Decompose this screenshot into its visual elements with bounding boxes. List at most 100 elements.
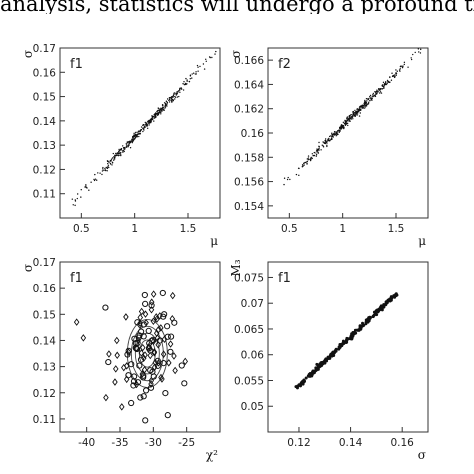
chart0-point bbox=[142, 127, 144, 129]
chart1-point bbox=[362, 107, 364, 109]
chart0-point bbox=[133, 138, 136, 140]
chart2-panel-label: f1 bbox=[70, 271, 83, 286]
chart1-point bbox=[378, 92, 381, 94]
chart0-point bbox=[119, 148, 122, 150]
chart2-ytick-label-1: 0.12 bbox=[33, 388, 56, 400]
chart1-ytick-label-5: 0.164 bbox=[234, 79, 264, 91]
chart3-point bbox=[312, 370, 316, 374]
chart2-point bbox=[160, 360, 167, 367]
chart0-point bbox=[122, 150, 124, 152]
chart1-point bbox=[334, 133, 336, 135]
chart1-point bbox=[347, 124, 349, 127]
chart3-ytick-label-5: 0.075 bbox=[234, 272, 264, 284]
chart0-point bbox=[144, 126, 147, 128]
chart0-points bbox=[71, 50, 217, 207]
chart2-ytick-label-2: 0.13 bbox=[33, 362, 56, 374]
chart1-point bbox=[379, 91, 382, 93]
chart2-point bbox=[150, 290, 157, 298]
chart2-point bbox=[114, 351, 120, 360]
chart2-point bbox=[167, 333, 175, 340]
chart1-point bbox=[381, 88, 383, 90]
caption-text: analysis, statistics will undergo a prof… bbox=[0, 0, 474, 14]
chart1-point bbox=[348, 114, 351, 117]
chart1-point bbox=[336, 134, 338, 136]
chart0-point bbox=[191, 77, 193, 79]
chart1-point bbox=[367, 98, 370, 100]
chart0-point bbox=[161, 104, 164, 106]
chart0-point bbox=[113, 159, 115, 161]
chart0-point bbox=[164, 105, 166, 108]
chart1-point bbox=[380, 88, 382, 90]
chart2-point bbox=[140, 393, 147, 400]
chart0-point bbox=[175, 92, 177, 94]
chart0-point bbox=[182, 89, 185, 91]
chart0-point bbox=[119, 152, 121, 154]
chart1-point bbox=[356, 114, 359, 116]
chart2-point bbox=[141, 291, 148, 299]
chart0-point bbox=[84, 186, 86, 188]
chart2-x-axis-label: χ² bbox=[206, 448, 218, 462]
chart0-point bbox=[123, 147, 125, 150]
chart2-point bbox=[181, 380, 188, 387]
chart0-point bbox=[161, 108, 164, 110]
chart1-point bbox=[392, 75, 394, 77]
chart3-point bbox=[365, 320, 369, 324]
chart0-point bbox=[155, 113, 158, 115]
chart3-point bbox=[371, 314, 375, 318]
chart2-frame bbox=[59, 261, 221, 433]
chart1-point bbox=[331, 135, 333, 137]
chart1-point bbox=[336, 132, 338, 135]
chart0-point bbox=[160, 113, 162, 115]
chart3-ytick-label-0: 0.05 bbox=[241, 401, 264, 413]
chart0-point bbox=[197, 70, 199, 72]
chart3-point bbox=[349, 336, 353, 340]
chart1-point bbox=[301, 164, 304, 166]
chart3-point bbox=[368, 315, 372, 319]
chart0-point bbox=[181, 88, 183, 90]
chart3-point bbox=[389, 295, 393, 299]
chart0-point bbox=[156, 110, 158, 113]
chart3-point bbox=[351, 334, 355, 338]
chart0-point bbox=[138, 135, 140, 138]
chart2-contour-1 bbox=[130, 325, 164, 382]
chart1-point bbox=[289, 178, 291, 181]
chart0-point bbox=[199, 65, 201, 68]
chart1-point bbox=[378, 88, 380, 90]
chart2-point bbox=[138, 328, 145, 335]
chart0-point bbox=[106, 160, 109, 163]
chart3-point bbox=[324, 358, 328, 362]
chart0-point bbox=[178, 95, 180, 98]
chart2-point bbox=[137, 356, 145, 363]
chart0-point bbox=[214, 53, 216, 55]
chart1-point bbox=[355, 113, 358, 115]
chart0-point bbox=[95, 179, 98, 181]
chart2-point bbox=[130, 382, 137, 389]
chart1-point bbox=[359, 112, 361, 114]
chart1-point bbox=[363, 102, 365, 105]
chart0-point bbox=[125, 144, 128, 146]
chart1-point bbox=[369, 100, 371, 102]
chart1-point bbox=[335, 131, 337, 133]
chart2-point bbox=[148, 376, 155, 385]
chart1-point bbox=[328, 140, 331, 142]
chart0-point bbox=[172, 95, 174, 98]
chart2-point bbox=[145, 327, 152, 334]
chart2-point bbox=[152, 358, 159, 367]
chart0-panel-label: f1 bbox=[70, 57, 83, 72]
chart0-point bbox=[134, 136, 137, 139]
chart2-point bbox=[160, 350, 167, 358]
chart1-point bbox=[318, 149, 320, 151]
chart1-point bbox=[307, 157, 310, 159]
chart2-point bbox=[137, 394, 144, 401]
panel-top-right: 0.5 1 1.5 0.154 0.156 0.158 0.16 0.162 0.164 0.16… bbox=[229, 47, 429, 248]
chart0-point bbox=[108, 160, 110, 163]
chart0-point bbox=[110, 163, 112, 165]
chart1-point bbox=[306, 162, 308, 165]
chart0-point bbox=[164, 102, 167, 105]
chart0-point bbox=[132, 135, 134, 138]
chart0-point bbox=[113, 158, 115, 160]
chart0-point bbox=[125, 143, 127, 145]
chart0-point bbox=[148, 124, 150, 126]
chart0-point bbox=[130, 140, 132, 142]
chart0-xtick-label-0: 0.5 bbox=[73, 223, 90, 235]
